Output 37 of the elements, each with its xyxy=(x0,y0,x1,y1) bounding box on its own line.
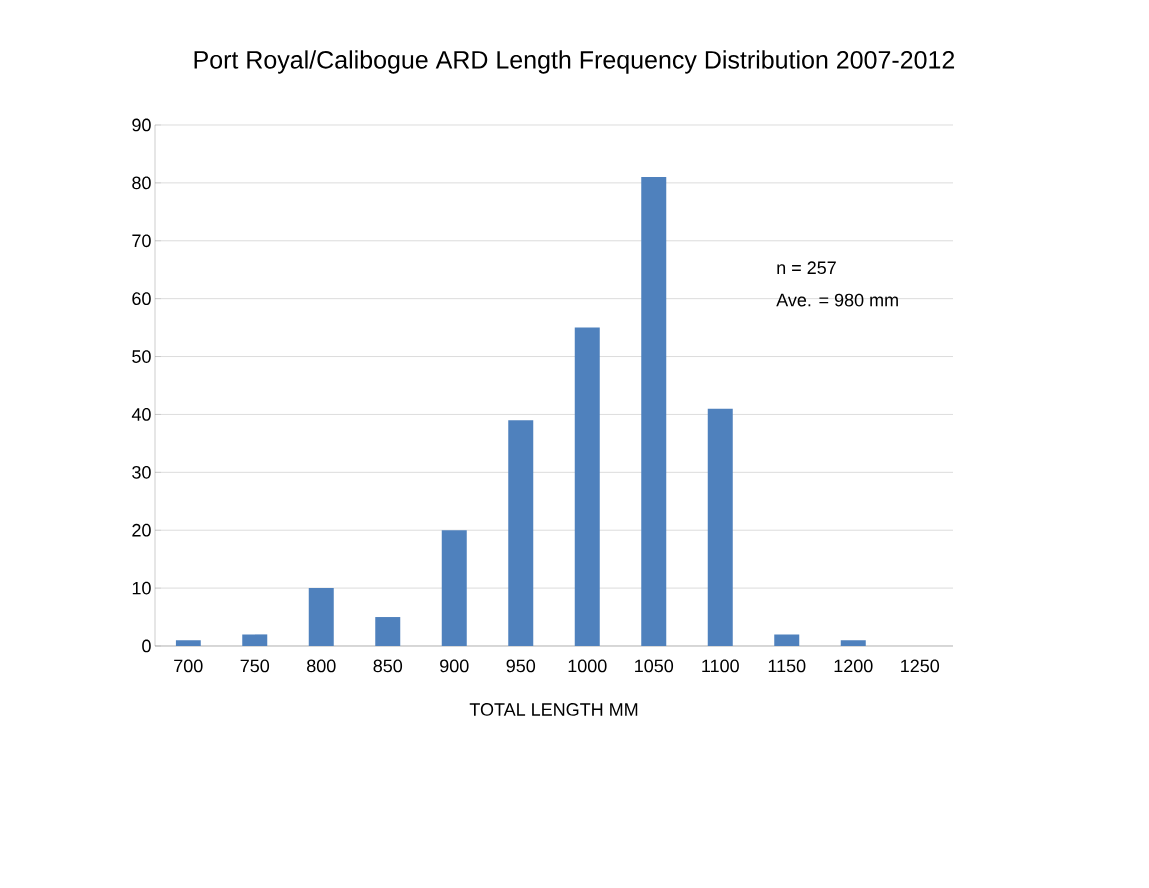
bar xyxy=(508,420,534,646)
bar xyxy=(441,530,467,646)
annotation: Ave. = 980 mm xyxy=(776,293,898,307)
y-tick-label: 40 xyxy=(131,408,151,421)
bar xyxy=(175,640,201,646)
y-tick-label: 20 xyxy=(132,523,151,537)
x-tick-label: 700 xyxy=(174,659,203,673)
bar xyxy=(641,177,667,646)
bar xyxy=(308,588,334,646)
x-tick-label: 1000 xyxy=(568,659,607,673)
x-tick-label: 750 xyxy=(240,659,270,673)
bar xyxy=(375,617,401,646)
x-axis-title: TOTAL LENGTH MM xyxy=(469,703,638,716)
bar xyxy=(574,327,600,646)
y-tick-label: 50 xyxy=(132,350,151,363)
chart-title: Port Royal/Calibogue ARD Length Frequency Distribution 2007-2012 xyxy=(194,50,955,74)
x-tick-label: 1250 xyxy=(901,659,940,673)
x-tick-label: 1100 xyxy=(702,659,739,673)
bar xyxy=(774,634,800,646)
x-tick-label: 950 xyxy=(506,659,536,673)
y-tick-label: 80 xyxy=(132,176,151,190)
y-tick-label: 70 xyxy=(132,234,151,248)
x-tick-label: 1200 xyxy=(834,659,873,673)
y-tick-label: 30 xyxy=(132,465,151,479)
bar xyxy=(840,640,866,646)
bar xyxy=(707,408,733,646)
x-tick-label: 850 xyxy=(373,659,403,673)
annotation: n = 257 xyxy=(777,261,836,275)
x-tick-label: 1150 xyxy=(768,659,806,673)
x-tick-label: 900 xyxy=(440,659,469,673)
x-tick-label: 800 xyxy=(307,659,336,673)
y-tick-label: 90 xyxy=(132,118,151,132)
y-tick-label: 10 xyxy=(132,581,151,595)
bar xyxy=(242,634,268,646)
y-tick-label: 60 xyxy=(132,292,151,306)
y-tick-label: 0 xyxy=(142,639,151,653)
x-tick-label: 1050 xyxy=(635,659,674,673)
